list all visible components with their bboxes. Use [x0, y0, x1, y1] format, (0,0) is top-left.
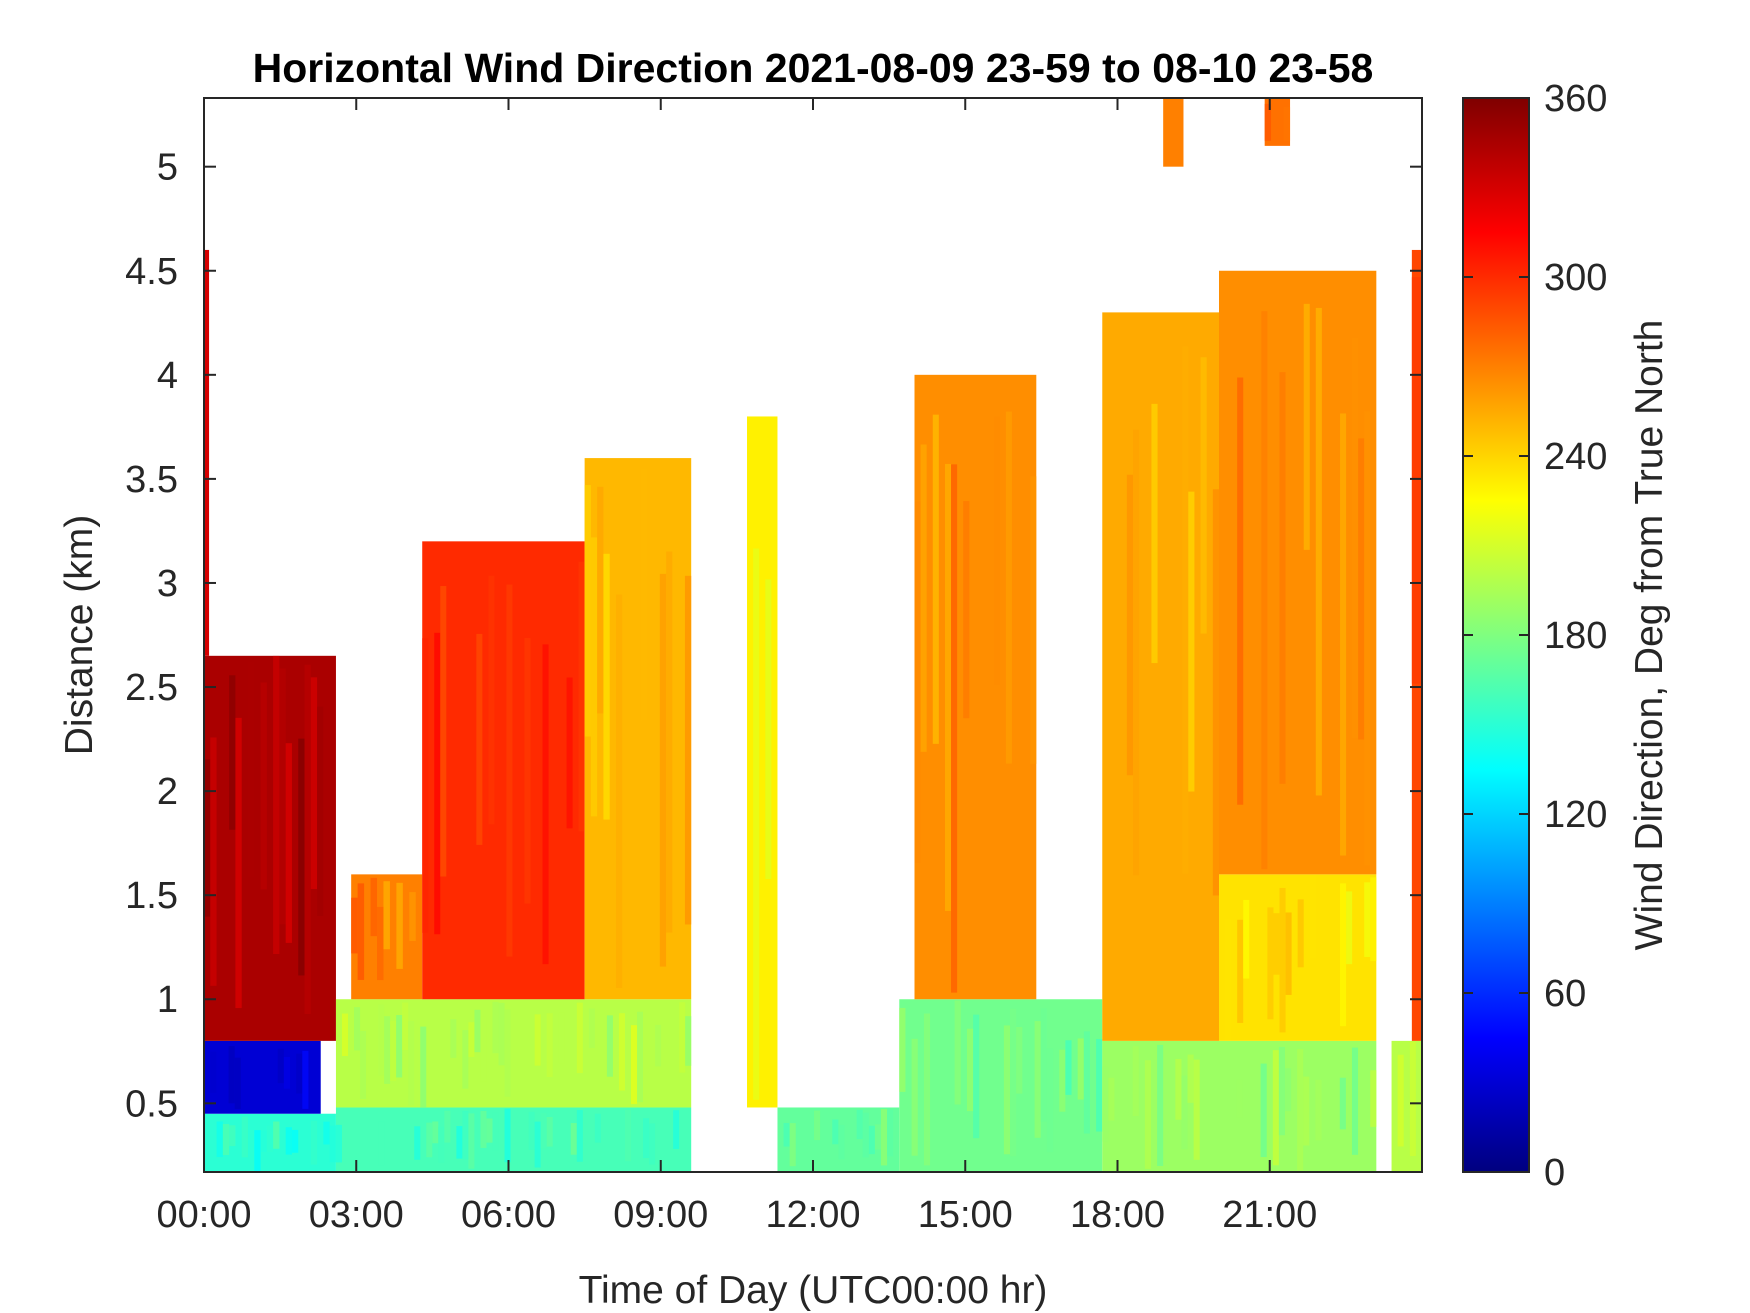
colorbar-tick-label: 60	[1544, 973, 1586, 1015]
heatmap-region	[1102, 312, 1219, 1041]
heatmap-region	[777, 1107, 900, 1172]
y-tick-label: 5	[157, 147, 178, 189]
heatmap-region	[1102, 1040, 1377, 1172]
y-tick-label: 1.5	[125, 875, 178, 917]
y-tick-label: 1	[157, 979, 178, 1021]
x-tick-label: 15:00	[918, 1194, 1013, 1236]
heatmap-region	[335, 999, 692, 1108]
heatmap-region	[204, 249, 210, 656]
y-tick-label: 4.5	[125, 251, 178, 293]
y-tick-label: 3.5	[125, 459, 178, 501]
y-tick-label: 0.5	[125, 1083, 178, 1125]
colorbar-label: Wind Direction, Deg from True North	[1628, 320, 1671, 951]
y-tick-label: 4	[157, 355, 178, 397]
heatmap	[204, 98, 1422, 1172]
x-tick-label: 12:00	[765, 1194, 860, 1236]
heatmap-region	[747, 416, 778, 1108]
x-tick-label: 06:00	[461, 1194, 556, 1236]
colorbar-tick-label: 300	[1544, 257, 1607, 299]
x-axis-label: Time of Day (UTC00:00 hr)	[579, 1269, 1048, 1312]
colorbar-tick-label: 240	[1544, 436, 1607, 478]
y-tick-label: 3	[157, 563, 178, 605]
heatmap-region	[1219, 270, 1377, 875]
heatmap-region	[335, 1107, 692, 1172]
x-tick-label: 03:00	[309, 1194, 404, 1236]
heatmap-region	[914, 374, 1037, 1000]
y-tick-label: 2	[157, 771, 178, 813]
heatmap-region	[204, 655, 336, 1041]
heatmap-region	[422, 541, 585, 1000]
heatmap-region	[584, 458, 692, 1000]
x-tick-label: 09:00	[613, 1194, 708, 1236]
heatmap-region	[204, 1040, 321, 1114]
heatmap-region	[1391, 1040, 1422, 1172]
heatmap-region	[1219, 874, 1377, 1041]
y-axis-label: Distance (km)	[58, 515, 101, 756]
heatmap-region	[1163, 98, 1184, 167]
colorbar-tick-label: 180	[1544, 615, 1607, 657]
colorbar-tick-label: 360	[1544, 78, 1607, 120]
heatmap-region	[899, 999, 1103, 1172]
chart-title: Horizontal Wind Direction 2021-08-09 23-…	[253, 45, 1374, 91]
heatmap-region	[1264, 98, 1291, 146]
heatmap-region	[1411, 249, 1422, 1041]
y-axis: 0.5 1 1.5 2 2.5 3 3.5 4 4.5 5	[125, 147, 1422, 1125]
x-tick-label: 21:00	[1222, 1194, 1317, 1236]
heatmap-region	[351, 874, 423, 1000]
x-axis: 00:00 03:00 06:00 09:00 12:00 15:00 18:00 21:00	[156, 98, 1317, 1236]
colorbar-tick-label: 120	[1544, 794, 1607, 836]
y-tick-label: 2.5	[125, 667, 178, 709]
heatmap-region	[204, 1113, 336, 1172]
x-tick-label: 00:00	[156, 1194, 251, 1236]
colorbar-tick-label: 0	[1544, 1152, 1565, 1194]
colorbar-axis: 0 60 120 180 240 300 360	[1463, 78, 1607, 1194]
x-tick-label: 18:00	[1070, 1194, 1165, 1236]
